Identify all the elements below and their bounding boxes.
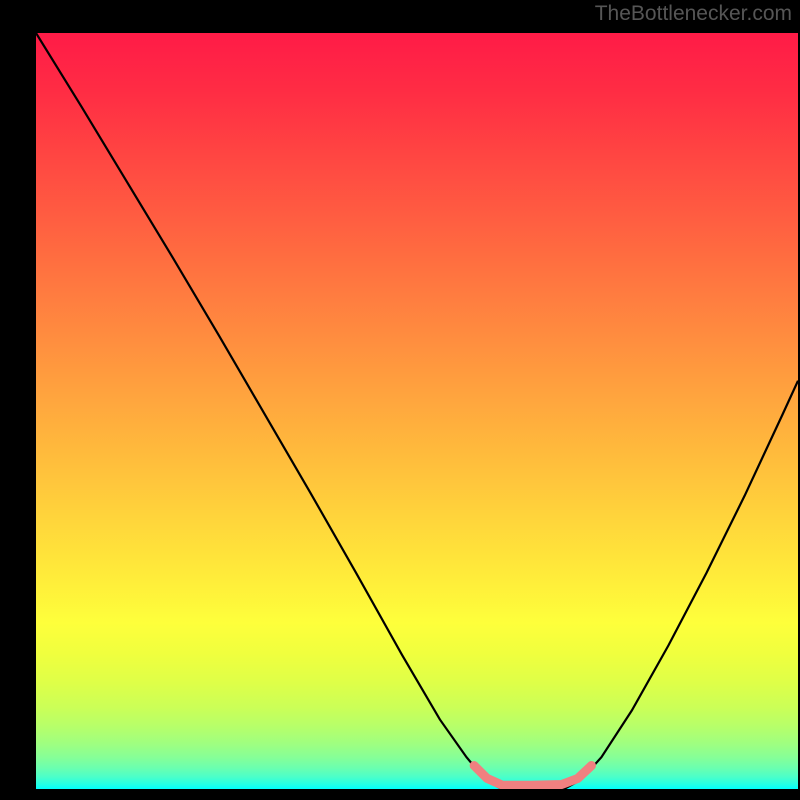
chart-canvas: TheBottlenecker.com: [0, 0, 800, 800]
watermark-label: TheBottlenecker.com: [595, 2, 792, 26]
plot-background: [36, 33, 798, 789]
chart-svg: [36, 33, 798, 789]
plot-area: [36, 33, 798, 789]
